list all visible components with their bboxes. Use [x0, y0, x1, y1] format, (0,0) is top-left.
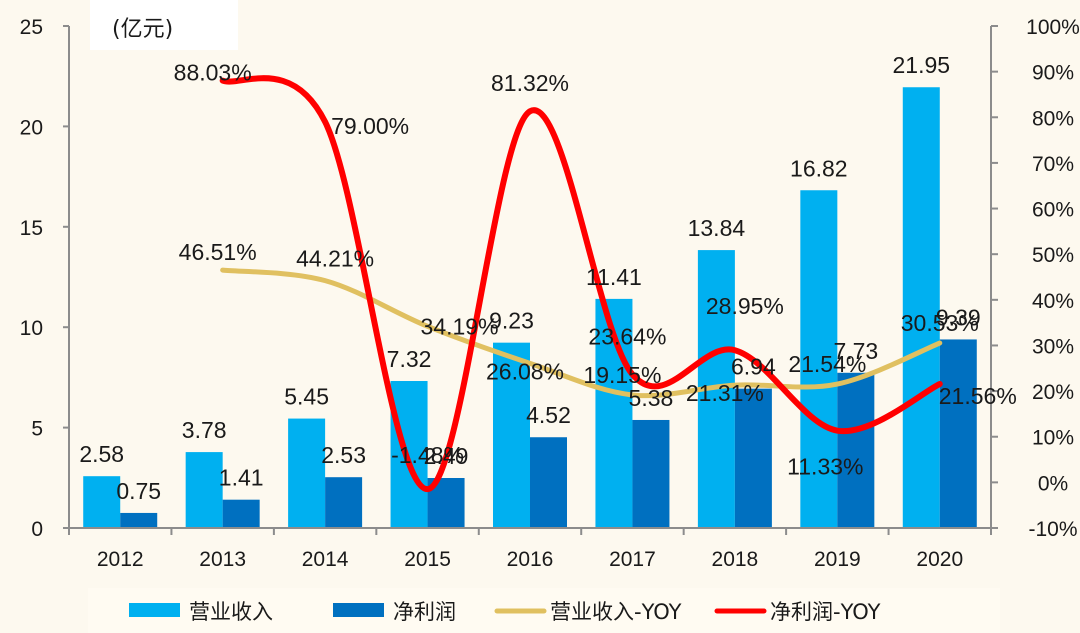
bar-net-profit-2013 [222, 499, 260, 528]
legend-label-revenue: 营业收入 [189, 600, 273, 624]
axes-layer: 0 5 10 15 20 25 -10% 0% 10% 20% 30% 40% 50% 60% 70% 80%… [20, 16, 1080, 571]
legend-swatch-net-profit [333, 603, 384, 617]
data-label-revenue: 5.45 [284, 384, 329, 410]
data-label-revenue: 11.41 [586, 264, 642, 290]
x-tick-label: 2020 [916, 548, 963, 571]
data-label-revenue: 3.78 [182, 417, 227, 443]
data-label-net-profit-yoy: -1.48% [391, 442, 464, 468]
data-label-revenue: 13.84 [688, 215, 746, 241]
data-label-net-profit: 5.38 [629, 385, 674, 411]
bar-net-profit-2018 [734, 388, 772, 528]
data-label-revenue: 16.82 [790, 155, 848, 181]
line-net-profit-yoy [219, 75, 943, 493]
data-label-revenue-yoy: 46.51% [179, 239, 257, 265]
bar-revenue-2014 [288, 418, 326, 528]
y-left-tick-label: 20 [20, 116, 43, 139]
y-right-tick-label: 10% [1032, 427, 1074, 450]
bar-revenue-2020 [902, 87, 940, 528]
bar-revenue-2013 [185, 452, 223, 528]
legend-label-revenue-yoy: 营业收入-YOY [550, 600, 682, 624]
bar-revenue-2012 [83, 476, 121, 528]
data-label-net-profit: 0.75 [116, 478, 161, 504]
data-label-net-profit-yoy: 21.56% [939, 383, 1017, 409]
y-right-tick-label: -10% [1028, 518, 1077, 541]
y-right-tick-label: 70% [1032, 153, 1074, 176]
x-tick-label: 2012 [97, 548, 144, 571]
bars-layer [83, 87, 977, 528]
bar-net-profit-2012 [120, 512, 158, 528]
data-label-net-profit-yoy: 81.32% [491, 70, 569, 96]
y-right-tick-label: 40% [1032, 290, 1074, 313]
data-label-net-profit-yoy: 11.33% [787, 454, 863, 480]
bar-net-profit-2019 [837, 372, 875, 528]
data-label-revenue: 9.23 [489, 308, 534, 334]
y-right-tick-label: 100% [1026, 16, 1080, 39]
data-label-net-profit-yoy: 28.95% [706, 293, 784, 319]
legend: 营业收入 净利润 营业收入-YOY 净利润-YOY [88, 588, 1000, 633]
data-label-revenue-yoy: 26.08% [486, 358, 564, 384]
data-label-revenue-yoy: 34.19% [421, 313, 499, 339]
y-right-tick-label: 30% [1032, 335, 1074, 358]
data-label-revenue-yoy: 19.15% [583, 362, 661, 388]
x-tick-label: 2013 [199, 548, 246, 571]
data-label-net-profit: 1.41 [219, 465, 264, 491]
bar-revenue-2019 [800, 190, 838, 528]
legend-swatch-revenue [129, 603, 180, 617]
data-label-revenue: 21.95 [892, 52, 950, 78]
data-label-revenue-yoy: 44.21% [296, 246, 374, 272]
y-right-tick-label: 20% [1032, 381, 1074, 404]
x-tick-label: 2016 [507, 548, 554, 571]
legend-label-net-profit-yoy: 净利润-YOY [770, 600, 881, 624]
data-label-net-profit: 4.52 [526, 402, 571, 428]
x-tick-label: 2017 [609, 548, 656, 571]
data-label-net-profit: 2.53 [321, 442, 366, 468]
data-label-net-profit: 9.39 [936, 304, 981, 330]
y-left-tick-label: 0 [31, 518, 43, 541]
y-right-tick-label: 0% [1038, 472, 1068, 495]
bar-revenue-2015 [390, 381, 428, 528]
y-right-tick-label: 90% [1032, 62, 1074, 85]
y-right-tick-label: 60% [1032, 199, 1074, 222]
data-label-net-profit-yoy: 88.03% [174, 60, 252, 86]
x-tick-label: 2015 [404, 548, 451, 571]
data-label-revenue-yoy: 21.31% [686, 380, 764, 406]
data-label-revenue-yoy: 30.53% [901, 310, 979, 336]
data-label-net-profit: 2.49 [424, 443, 469, 469]
y-left-tick-label: 25 [20, 16, 43, 39]
bar-revenue-2016 [493, 342, 530, 528]
y-right-tick-label: 80% [1032, 107, 1074, 130]
y-left-tick-label: 5 [31, 418, 43, 441]
data-label-net-profit-yoy: 23.64% [588, 323, 666, 349]
data-label-revenue-yoy: 21.54% [788, 351, 866, 377]
data-label-net-profit: 6.94 [731, 354, 776, 380]
bar-net-profit-2014 [325, 477, 363, 528]
data-label-revenue: 2.58 [79, 441, 124, 467]
bar-net-profit-2020 [939, 339, 977, 528]
unit-label-box [90, 0, 238, 50]
data-label-revenue: 7.32 [387, 346, 432, 372]
x-tick-label: 2019 [814, 548, 861, 571]
unit-label: (亿元) [112, 17, 173, 42]
legend-label-net-profit: 净利润 [393, 600, 456, 624]
x-tick-label: 2014 [302, 548, 349, 571]
y-right-tick-label: 50% [1032, 244, 1074, 267]
lines-layer [219, 75, 943, 493]
data-label-net-profit: 7.73 [833, 338, 878, 364]
line-revenue-yoy [220, 267, 943, 399]
x-tick-label: 2018 [712, 548, 759, 571]
bar-net-profit-2016 [530, 437, 567, 528]
y-left-tick-label: 15 [20, 217, 43, 240]
data-label-net-profit-yoy: 79.00% [331, 113, 409, 139]
labels-layer: 2.58 3.78 5.45 7.32 9.23 11.41 13.84 16.82 21.95… [79, 52, 1016, 504]
bar-net-profit-2017 [632, 419, 670, 528]
y-left-tick-label: 10 [20, 317, 43, 340]
